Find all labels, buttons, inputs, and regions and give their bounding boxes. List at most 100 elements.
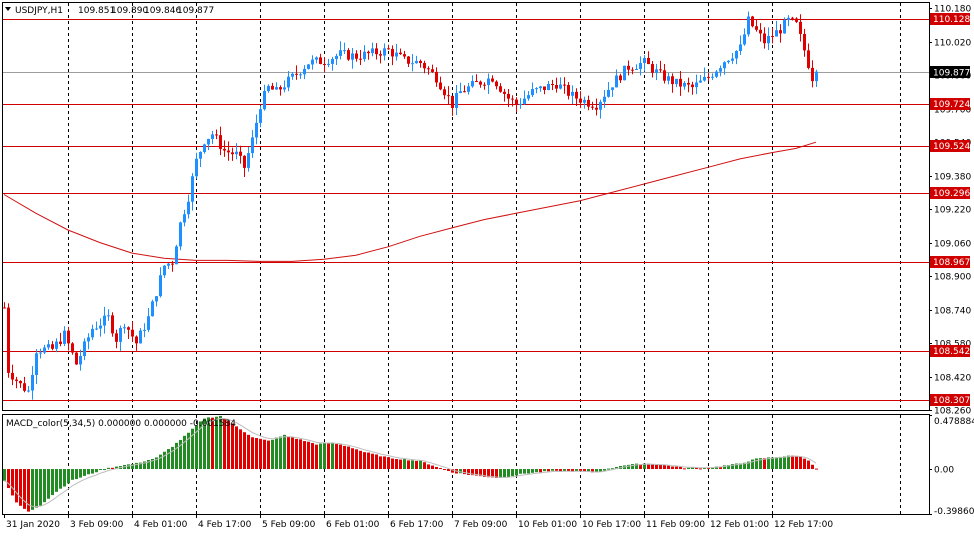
macd-bar bbox=[199, 421, 202, 470]
candle-body bbox=[575, 91, 578, 99]
candle-body bbox=[23, 383, 26, 391]
candle-body bbox=[259, 109, 262, 123]
macd-bar bbox=[687, 467, 690, 470]
candle-body bbox=[483, 84, 486, 86]
macd-bar bbox=[719, 466, 722, 470]
candle-body bbox=[51, 344, 54, 349]
macd-bar bbox=[379, 456, 382, 470]
macd-bar bbox=[515, 469, 518, 476]
candle-body bbox=[395, 52, 398, 57]
candle-body bbox=[755, 26, 758, 30]
macd-tick-label: 0.00 bbox=[934, 466, 954, 476]
macd-bar bbox=[147, 459, 150, 470]
level-labels: 110.128 109.724 109.524 109.296 108.967 108.5… bbox=[930, 13, 970, 406]
macd-bar bbox=[471, 469, 474, 476]
candle-body bbox=[715, 71, 718, 77]
price-tick-label: 108.900 bbox=[934, 273, 971, 283]
time-tick-label: 6 Feb 17:00 bbox=[390, 520, 444, 530]
macd-bar bbox=[371, 453, 374, 470]
macd-bar bbox=[495, 469, 498, 478]
candle-body bbox=[643, 57, 646, 64]
candle-body bbox=[507, 93, 510, 99]
level-tag bbox=[930, 140, 970, 152]
macd-bar bbox=[323, 443, 326, 470]
symbol-dropdown-icon[interactable] bbox=[5, 7, 11, 11]
symbol-label[interactable]: USDJPY,H1 bbox=[15, 6, 63, 16]
macd-bar bbox=[507, 469, 510, 478]
candle-body bbox=[711, 76, 714, 78]
candle-body bbox=[263, 90, 266, 110]
candle-body bbox=[207, 138, 210, 145]
candle-body bbox=[335, 55, 338, 60]
macd-bar bbox=[247, 434, 250, 470]
candle-body bbox=[539, 86, 542, 89]
candle-body bbox=[631, 69, 634, 71]
candle-body bbox=[135, 336, 138, 344]
candle-body bbox=[459, 91, 462, 94]
price-tick-label: 109.380 bbox=[934, 173, 971, 183]
macd-bar bbox=[163, 451, 166, 470]
candle-body bbox=[603, 96, 606, 102]
candle-body bbox=[3, 307, 6, 309]
macd-bar bbox=[315, 444, 318, 470]
candle-body bbox=[647, 57, 650, 65]
candle-body bbox=[19, 380, 22, 384]
candle-body bbox=[215, 134, 218, 136]
candle-body bbox=[291, 73, 294, 77]
candle-body bbox=[451, 95, 454, 108]
candle-body bbox=[455, 93, 458, 108]
macd-bar bbox=[223, 418, 226, 470]
candle-body bbox=[607, 89, 610, 97]
macd-bar bbox=[783, 456, 786, 470]
macd-bar bbox=[799, 456, 802, 470]
candle-body bbox=[255, 122, 258, 138]
macd-bar bbox=[31, 469, 34, 510]
candle-body bbox=[431, 69, 434, 72]
macd-bar bbox=[747, 461, 750, 470]
candle-body bbox=[487, 78, 490, 86]
macd-bar bbox=[543, 469, 546, 472]
macd-bar bbox=[651, 464, 654, 470]
time-tick-label: 4 Feb 01:00 bbox=[134, 520, 188, 530]
candle-body bbox=[683, 82, 686, 87]
macd-bar bbox=[779, 456, 782, 470]
macd-bar bbox=[503, 469, 506, 478]
level-tag-label: 109.524 bbox=[933, 142, 970, 152]
time-tick-label: 11 Feb 09:00 bbox=[646, 520, 705, 530]
macd-bar bbox=[667, 465, 670, 470]
macd-bar bbox=[491, 469, 494, 478]
time-axis: 31 Jan 2020 3 Feb 09:00 4 Feb 01:00 4 Feb 1… bbox=[4, 514, 833, 530]
macd-bar bbox=[571, 469, 574, 472]
macd-bar bbox=[547, 469, 550, 472]
candle-body bbox=[475, 80, 478, 82]
candle-body bbox=[735, 51, 738, 59]
candle-body bbox=[527, 95, 530, 99]
time-tick-label: 10 Feb 01:00 bbox=[518, 520, 577, 530]
macd-bar bbox=[27, 469, 30, 512]
macd-bar bbox=[127, 464, 130, 470]
candle-body bbox=[443, 89, 446, 96]
level-tag-label: 108.307 bbox=[933, 396, 970, 406]
macd-bar bbox=[787, 455, 790, 470]
macd-bar bbox=[615, 466, 618, 470]
macd-bar bbox=[351, 448, 354, 470]
macd-bar bbox=[475, 469, 478, 476]
candle-body bbox=[107, 315, 110, 317]
candle-body bbox=[499, 86, 502, 92]
macd-bar bbox=[459, 469, 462, 474]
candle-body bbox=[79, 355, 82, 365]
candle-body bbox=[219, 135, 222, 149]
candle-body bbox=[231, 152, 234, 155]
candle-body bbox=[55, 341, 58, 349]
macd-bar bbox=[639, 464, 642, 470]
candle-body bbox=[167, 263, 170, 266]
macd-bar bbox=[655, 464, 658, 470]
candle-body bbox=[547, 84, 550, 91]
candle-body bbox=[35, 353, 38, 375]
macd-bar bbox=[631, 464, 634, 470]
macd-bar bbox=[155, 457, 158, 470]
candle-body bbox=[339, 50, 342, 56]
macd-bar bbox=[587, 469, 590, 472]
macd-bar bbox=[139, 462, 142, 470]
macd-bar bbox=[743, 462, 746, 470]
